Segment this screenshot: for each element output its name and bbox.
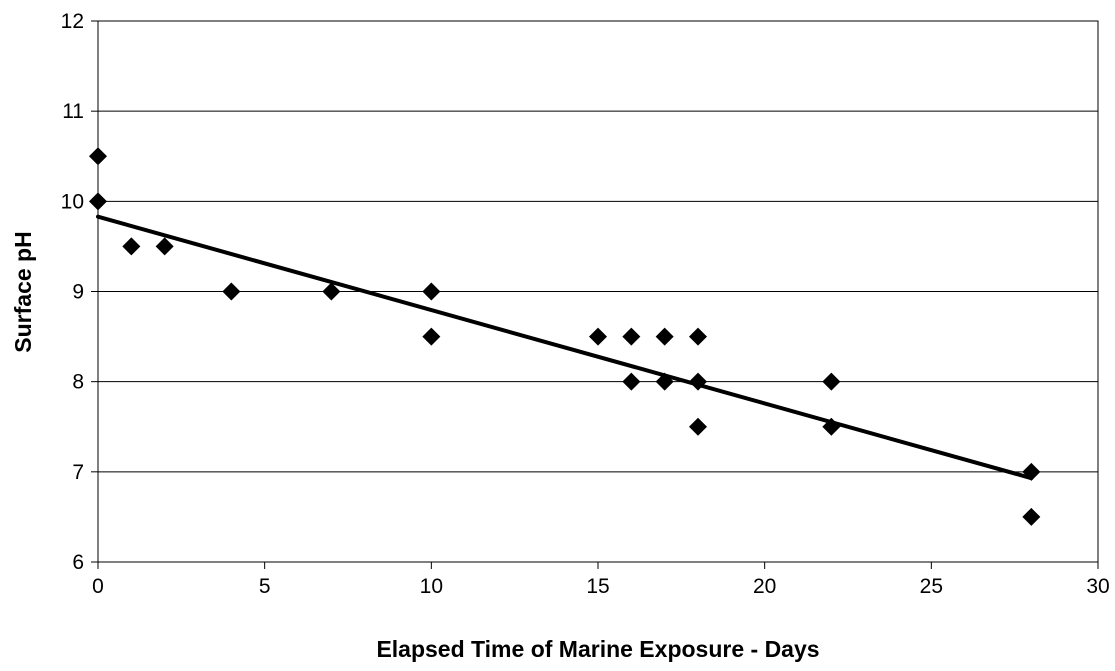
grid-lines — [98, 20, 1098, 563]
data-points — [89, 147, 1041, 526]
data-point — [822, 417, 841, 436]
data-point — [655, 327, 674, 346]
tick-labels: 6 7 8 9 10 11 12 0 5 10 15 20 25 30 — [61, 10, 1110, 598]
x-axis-title: Elapsed Time of Marine Exposure - Days — [376, 636, 819, 662]
y-tick-label: 10 — [61, 190, 84, 213]
axes — [91, 20, 1099, 569]
x-tick-label: 20 — [753, 575, 776, 598]
data-point — [422, 327, 441, 346]
data-point — [689, 327, 707, 346]
data-point — [1022, 507, 1041, 526]
data-point — [655, 372, 674, 391]
x-tick-label: 0 — [92, 575, 104, 598]
data-point — [689, 417, 707, 436]
data-point — [1022, 462, 1041, 481]
y-tick-label: 12 — [61, 10, 84, 33]
data-point — [89, 147, 107, 166]
data-point — [322, 282, 341, 301]
x-tick-label: 30 — [1086, 575, 1109, 598]
plot-border — [97, 20, 1099, 563]
trendline-layer — [96, 214, 1034, 481]
data-point — [422, 282, 441, 301]
x-tick-label: 25 — [920, 575, 943, 598]
y-tick-label: 7 — [72, 461, 84, 484]
data-point — [822, 372, 841, 391]
x-tick-label: 5 — [259, 575, 271, 598]
y-tick-label: 11 — [62, 100, 84, 123]
data-point — [89, 192, 107, 211]
y-axis-title: Surface pH — [10, 231, 36, 352]
data-point — [622, 327, 641, 346]
data-point — [222, 282, 241, 301]
data-point — [122, 237, 141, 256]
data-point — [689, 372, 707, 391]
y-tick-label: 6 — [72, 551, 84, 574]
x-tick-label: 10 — [420, 575, 443, 598]
data-point — [622, 372, 641, 391]
trendline — [96, 214, 1034, 481]
y-tick-label: 9 — [72, 281, 84, 304]
data-point — [589, 327, 607, 346]
data-point — [155, 237, 174, 256]
x-tick-label: 15 — [586, 575, 609, 598]
y-tick-label: 8 — [72, 371, 84, 394]
